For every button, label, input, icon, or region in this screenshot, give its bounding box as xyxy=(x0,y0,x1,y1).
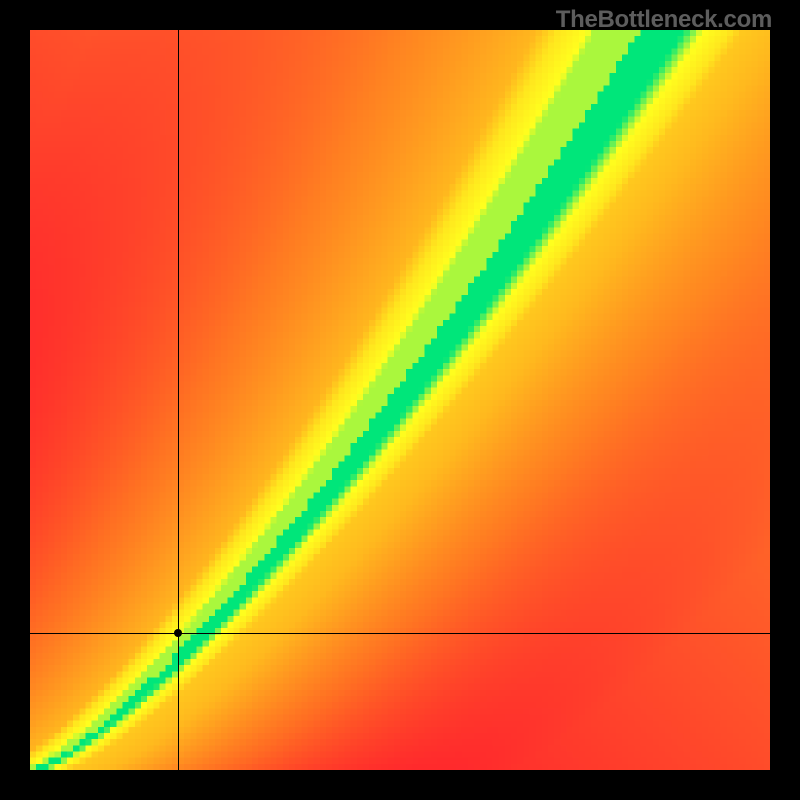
crosshair-vertical xyxy=(178,30,179,770)
crosshair-horizontal xyxy=(30,633,770,634)
bottleneck-heatmap xyxy=(30,30,770,770)
chart-container: TheBottleneck.com xyxy=(0,0,800,800)
watermark-text: TheBottleneck.com xyxy=(556,6,772,34)
